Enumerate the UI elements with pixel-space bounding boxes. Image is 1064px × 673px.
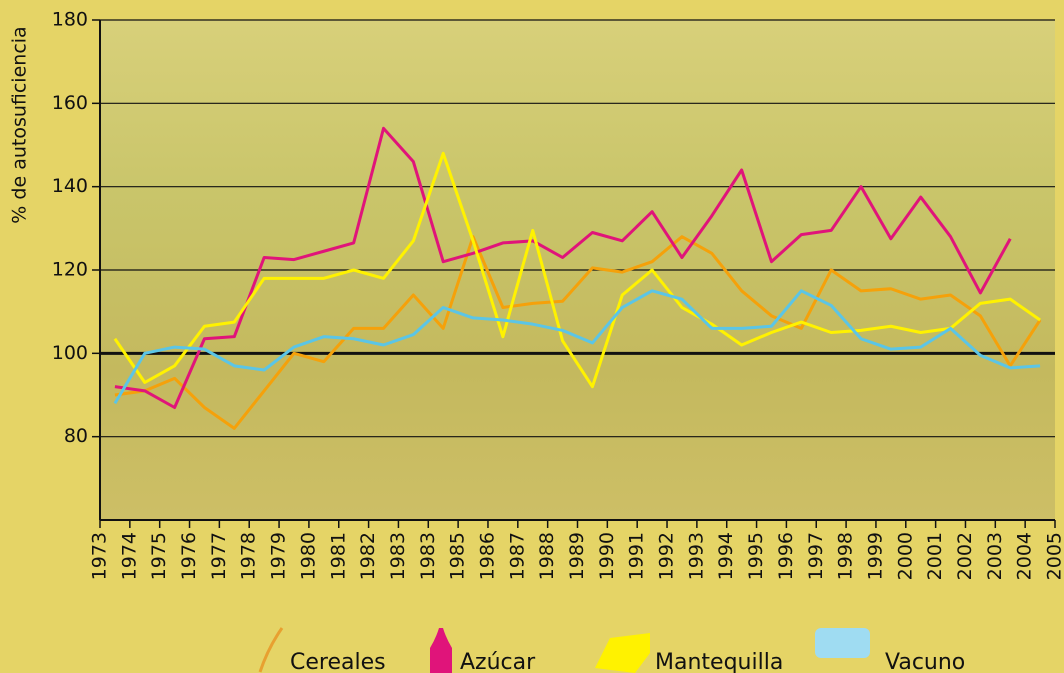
x-tick-label: 1977 (208, 532, 230, 580)
x-tick-label: 1991 (626, 532, 648, 580)
legend-item: Azúcar (430, 628, 536, 673)
legend-label: Azúcar (460, 650, 536, 673)
series-line (113, 289, 1041, 405)
x-tick-label: 1995 (745, 532, 767, 580)
x-tick-label: 1996 (775, 532, 797, 580)
x-tick-label: 1994 (715, 532, 737, 580)
x-tick-label: 1986 (476, 532, 498, 580)
x-tick-label: 1999 (864, 532, 886, 580)
x-tick-label: 1981 (327, 532, 349, 580)
legend-icon (258, 627, 284, 673)
x-tick-label: 1982 (357, 532, 379, 580)
x-tick-label: 1990 (596, 532, 618, 580)
x-tick-label: 1992 (656, 532, 678, 580)
y-axis-label: % de autosuficiencia (9, 26, 31, 223)
x-tick-label: 2000 (894, 532, 916, 580)
y-tick-label: 160 (52, 92, 88, 114)
x-tick-label: 1978 (238, 532, 260, 580)
legend-item: Mantequilla (595, 633, 783, 673)
legend-label: Mantequilla (655, 650, 783, 673)
x-tick-label: 1974 (118, 532, 140, 580)
x-tick-label: 1985 (447, 532, 469, 580)
legend-label: Vacuno (885, 650, 965, 673)
series-line (114, 126, 1012, 409)
x-tick-label: 1989 (566, 532, 588, 580)
series-line (113, 151, 1041, 389)
x-tick-label: 1987 (506, 532, 528, 580)
y-tick-label: 180 (52, 9, 88, 31)
x-tick-label: 1979 (268, 532, 290, 580)
x-tick-label: 1988 (536, 532, 558, 580)
x-tick-label: 2001 (924, 532, 946, 580)
x-tick-label: 2002 (954, 532, 976, 580)
y-tick-label: 80 (64, 425, 88, 447)
legend-item: Cereales (258, 627, 386, 673)
legend-label: Cereales (290, 650, 386, 673)
legend-item: Vacuno (815, 628, 965, 673)
x-tick-label: 1983 (417, 532, 439, 580)
x-tick-label: 1993 (685, 532, 707, 580)
x-tick-label: 1983 (387, 532, 409, 580)
x-tick-label: 2003 (984, 532, 1006, 580)
legend-icon (430, 628, 452, 673)
legend-icon (815, 628, 870, 658)
x-tick-label: 1976 (178, 532, 200, 580)
legend-icon (595, 633, 650, 673)
x-tick-label: 1998 (835, 532, 857, 580)
y-tick-label: 100 (52, 342, 88, 364)
x-tick-label: 2005 (1044, 532, 1064, 580)
y-tick-label: 140 (52, 175, 88, 197)
x-tick-label: 2004 (1014, 532, 1036, 580)
x-tick-label: 1973 (89, 532, 111, 580)
series-line (114, 235, 1042, 430)
x-tick-label: 1997 (805, 532, 827, 580)
x-tick-label: 1975 (148, 532, 170, 580)
y-tick-label: 120 (52, 259, 88, 281)
x-tick-label: 1980 (297, 532, 319, 580)
